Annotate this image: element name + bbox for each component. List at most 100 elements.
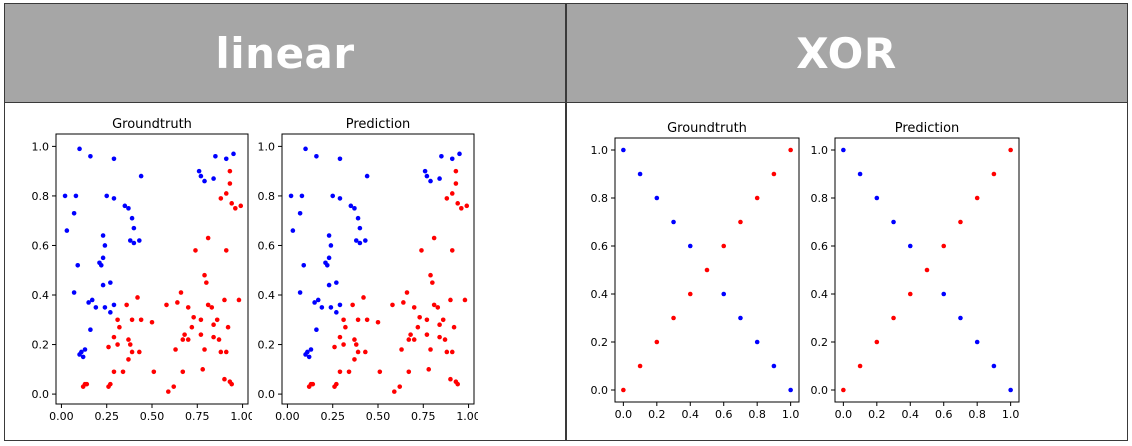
data-point (122, 203, 128, 209)
data-point (974, 195, 980, 201)
data-point (178, 290, 184, 295)
data-point (62, 193, 68, 199)
data-point (98, 262, 104, 268)
data-point (958, 315, 963, 321)
data-point (202, 178, 207, 184)
data-point (75, 262, 81, 268)
data-point (671, 315, 676, 321)
x-tick-label: 1.00 (456, 410, 478, 423)
data-point (424, 332, 430, 337)
data-point (437, 322, 442, 328)
y-tick-label: 0.4 (591, 288, 609, 301)
data-point (115, 317, 120, 323)
data-point (754, 339, 760, 345)
data-point (126, 337, 131, 342)
data-point (124, 302, 129, 308)
data-point (238, 203, 244, 209)
x-tick-label: 0.50 (140, 410, 165, 423)
data-point (80, 384, 86, 389)
data-point (397, 384, 403, 389)
y-tick-label: 0.2 (32, 339, 50, 352)
axes-frame (281, 133, 475, 405)
data-point (449, 248, 455, 253)
data-point (364, 317, 370, 323)
data-point (464, 203, 470, 209)
data-point (306, 354, 312, 360)
data-point (297, 210, 303, 216)
data-point (106, 344, 111, 350)
data-point (430, 280, 435, 285)
data-point (419, 248, 424, 253)
data-point (399, 347, 404, 352)
data-point (330, 193, 336, 199)
data-point (337, 196, 343, 201)
data-point (334, 280, 339, 285)
data-point (191, 315, 196, 320)
data-point (314, 153, 319, 159)
data-point (126, 206, 131, 211)
data-point (332, 384, 337, 389)
data-point (129, 349, 135, 355)
data-point (422, 168, 428, 174)
data-point (437, 176, 442, 181)
data-point (424, 317, 430, 323)
data-point (462, 297, 468, 303)
data-point (449, 191, 455, 196)
data-point (337, 302, 343, 308)
data-point (218, 349, 224, 355)
data-point (129, 317, 135, 323)
data-point (326, 255, 332, 261)
data-point (211, 176, 216, 181)
data-point (455, 201, 460, 206)
x-tick-label: 0.0 (615, 408, 633, 421)
data-point (100, 233, 106, 238)
y-tick-label: 0.8 (591, 192, 609, 205)
x-tick-label: 0.2 (868, 408, 886, 421)
data-point (377, 369, 383, 375)
data-point (233, 206, 238, 211)
data-point (89, 297, 95, 303)
y-tick-label: 1.0 (591, 144, 609, 157)
data-point (209, 305, 215, 310)
data-point (100, 282, 106, 288)
data-point (334, 310, 339, 315)
data-point (198, 317, 204, 323)
data-point (404, 290, 410, 295)
data-point (82, 347, 88, 352)
chart-title: Prediction (346, 117, 411, 132)
chart-xor-prediction: Prediction 0.0 0.2 0.4 0.6 0.8 1.0 0.0 0.2 0.4 0.6… (811, 121, 1020, 421)
y-tick-label: 0.6 (258, 239, 276, 252)
data-point (314, 327, 319, 332)
data-point (337, 156, 343, 162)
data-point (189, 324, 195, 330)
y-tick-label: 0.6 (591, 240, 609, 253)
chart-linear-prediction: Prediction 0.00 0.25 0.50 0.75 1.00 0.0 0.2 0.4 0… (258, 117, 479, 423)
data-point (218, 196, 224, 201)
data-point (229, 381, 234, 387)
data-point (213, 153, 218, 159)
chart-linear-groundtruth: Groundtruth 0.00 0.25 0.50 0.75 1.00 0.0 0.2 0.4… (32, 117, 253, 423)
data-point (687, 243, 693, 249)
data-point (205, 235, 211, 241)
data-point (355, 215, 361, 221)
data-point (411, 305, 417, 310)
x-tick-label: 0.4 (682, 408, 700, 421)
data-point (991, 363, 997, 369)
data-point (202, 347, 207, 352)
data-point (198, 332, 204, 337)
y-tick-label: 0.2 (811, 336, 829, 349)
data-point (202, 272, 207, 278)
data-point (337, 369, 343, 375)
y-tick-label: 0.8 (258, 190, 276, 203)
data-point (198, 173, 204, 179)
data-point (115, 342, 120, 347)
data-point (440, 317, 446, 323)
data-point (375, 319, 381, 325)
data-point (73, 193, 79, 199)
data-point (439, 153, 444, 159)
data-point (721, 243, 727, 249)
data-point (350, 302, 355, 308)
data-point (64, 228, 70, 233)
header-linear-label: linear (215, 28, 355, 78)
data-point (788, 387, 793, 393)
